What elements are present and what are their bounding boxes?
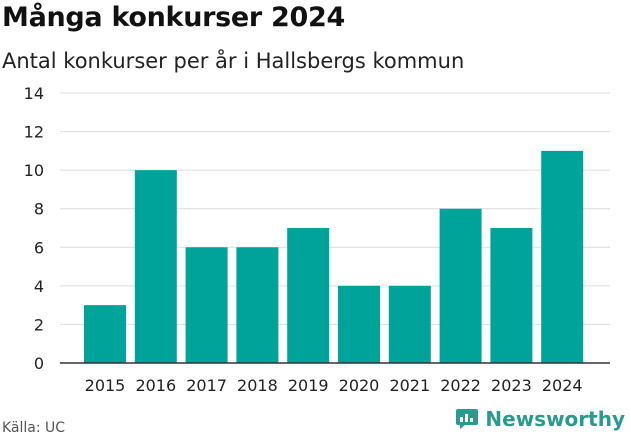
bar [84, 305, 126, 363]
chart-subtitle: Antal konkurser per år i Hallsbergs komm… [2, 49, 465, 73]
x-tick-label: 2019 [288, 376, 329, 395]
x-tick-label: 2017 [186, 376, 227, 395]
y-tick-label: 2 [34, 315, 44, 334]
bar [490, 228, 533, 363]
x-tick-label: 2015 [85, 376, 126, 395]
x-tick-label: 2023 [491, 376, 532, 395]
x-tick-label: 2021 [389, 376, 430, 395]
chart-title: Många konkurser 2024 [2, 2, 345, 33]
y-tick-label: 14 [24, 84, 44, 103]
y-tick-label: 0 [34, 354, 44, 373]
newsworthy-icon [456, 409, 479, 429]
y-tick-label: 6 [34, 238, 44, 257]
bar [287, 228, 330, 363]
x-tick-label: 2018 [237, 376, 278, 395]
y-tick-label: 4 [34, 277, 44, 296]
x-tick-label: 2020 [339, 376, 380, 395]
x-tick-label: 2024 [542, 376, 583, 395]
newsworthy-logo: Newsworthy [455, 407, 625, 431]
y-tick-label: 12 [24, 123, 44, 142]
x-tick-label: 2022 [440, 376, 481, 395]
bar [134, 170, 177, 363]
source-note: Källa: UC [2, 420, 66, 436]
x-tick-label: 2016 [135, 376, 176, 395]
bar [439, 208, 482, 363]
bar [236, 247, 279, 363]
bar [541, 150, 584, 363]
bar [388, 285, 431, 363]
y-tick-label: 8 [34, 200, 44, 219]
bar [338, 285, 380, 363]
y-tick-label: 10 [24, 161, 44, 180]
brand-name: Newsworthy [485, 407, 625, 431]
bar [185, 247, 228, 363]
